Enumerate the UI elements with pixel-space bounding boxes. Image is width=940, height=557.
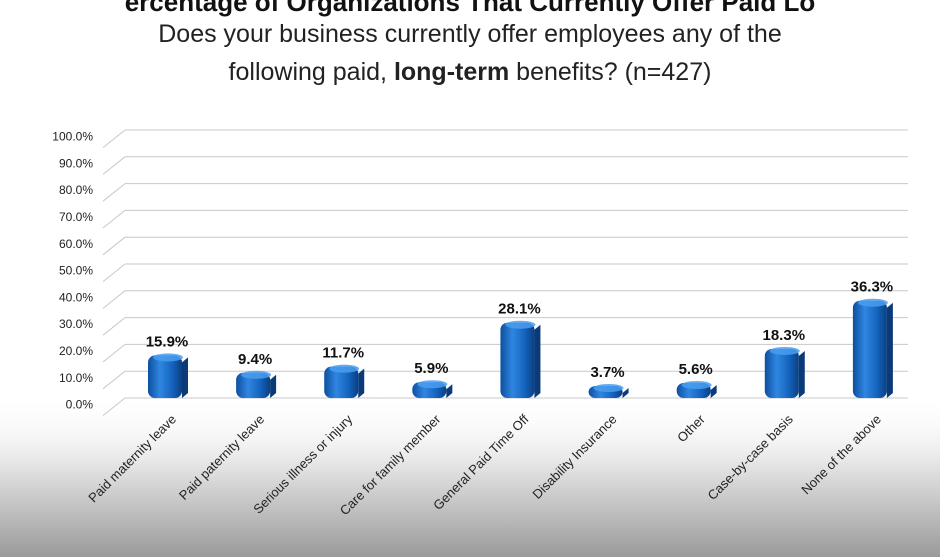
bar [500,320,541,398]
y-tick-label: 100.0% [52,130,93,144]
gridline-depth [102,263,126,282]
y-tick-label: 0.0% [66,398,94,412]
bar [764,346,805,398]
bar-side [182,357,188,398]
title-emphasis: long-term [393,58,510,86]
gridline-depth [102,370,126,390]
bar-top [505,320,536,329]
gridline-depth [102,344,126,363]
data-label: 5.6% [679,361,713,378]
bars [148,298,893,398]
y-tick-label: 70.0% [59,210,93,224]
y-tick-label: 20.0% [59,344,93,358]
bar-side [622,388,629,398]
gridline-depth [102,290,126,309]
y-tick-label: 80.0% [59,183,93,197]
bar-front [764,348,799,398]
bar-top [857,298,888,307]
bar [236,370,277,398]
bar [588,384,629,398]
bar-front [148,355,182,398]
floor-shading [0,395,940,557]
bar-side [886,302,893,398]
bar-front [500,322,535,398]
bar-top [769,346,800,355]
bar-side [446,384,453,398]
bar-side [534,324,541,398]
y-tick-label: 30.0% [59,317,93,331]
bar-top [593,384,624,392]
data-label: 9.4% [238,351,272,368]
y-tick-label: 50.0% [59,264,93,278]
data-label: 18.3% [763,327,806,344]
y-axis-ticks: 0.0% 10.0% 20.0% 30.0% 40.0% 50.0% 60.0% 70.0% 8… [52,130,93,412]
title-prefix: following paid, [228,58,394,86]
bar [676,380,717,398]
bar-front [852,300,887,398]
gridline-depth [102,397,126,416]
bar [412,380,453,398]
data-label: 28.1% [498,301,541,318]
chart-title-line-2: following paid, long-term benefits? (n=4… [0,58,940,87]
y-tick-label: 10.0% [59,371,93,385]
gridline-depth [102,210,126,229]
gridline-depth [102,156,126,175]
data-label: 36.3% [851,279,894,296]
bar-side [358,368,365,398]
title-suffix: benefits? (n=427) [509,58,712,86]
data-label: 5.9% [414,360,448,377]
bar [148,353,188,398]
data-label: 11.7% [322,345,364,362]
gridline-depth [102,236,126,256]
cut-off-heading: ercentage of Organizations That Currentl… [124,0,816,17]
bar-top [329,364,360,373]
bar-front [236,372,271,398]
bar [324,364,365,398]
bar-side [710,384,717,398]
data-label: 15.9% [146,333,189,350]
bar [852,298,893,398]
y-tick-label: 60.0% [59,237,93,251]
bar-top [417,380,448,389]
bar-side [270,374,277,398]
bar-top [153,353,183,362]
bar-side [798,350,805,398]
bar-front [324,366,359,398]
data-labels: 15.9% 9.4% 11.7% 5.9% 28.1% 3.7% 5.6% 18.3% 36.3… [146,279,893,381]
data-label: 3.7% [590,364,624,381]
y-tick-label: 90.0% [59,156,93,170]
chart-title-line-1: Does your business currently offer emplo… [158,20,782,48]
bar-top [681,380,712,389]
gridline-depth [102,183,126,202]
bar-top [241,370,272,379]
gridline-depth [102,129,126,148]
y-tick-label: 40.0% [59,290,93,304]
gridline-depth [102,317,126,336]
